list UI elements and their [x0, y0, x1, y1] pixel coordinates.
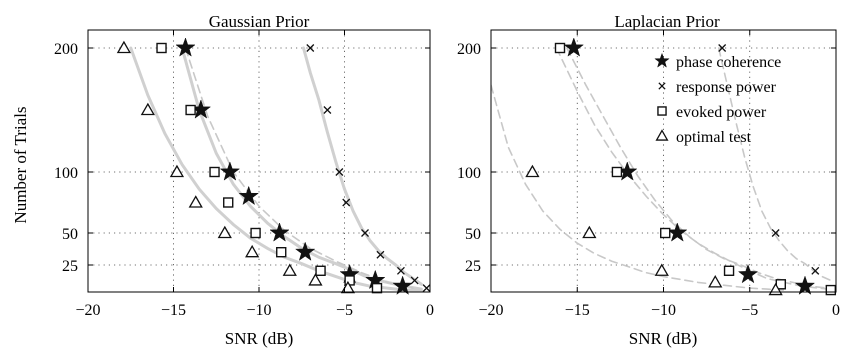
panel-laplacian: Laplacian Prior −20 −15 −10 −5 0 25 50 100 200 S…: [457, 12, 840, 348]
x-tick-label: −10: [246, 302, 271, 319]
marker-square: [611, 166, 623, 178]
fit-curve: [555, 47, 836, 291]
marker-star: [238, 185, 260, 206]
x-tick-label: −10: [651, 302, 676, 319]
marker-square: [554, 42, 566, 54]
y-tick-label: 100: [54, 165, 78, 182]
marker-x: [335, 168, 344, 176]
legend-marker-square: [657, 106, 667, 116]
marker-x: [718, 44, 727, 52]
marker-triangle: [140, 102, 155, 116]
marker-x: [410, 276, 419, 285]
marker-star: [392, 275, 413, 295]
marker-star: [667, 222, 688, 242]
marker-star: [269, 222, 290, 242]
marker-square: [723, 265, 735, 276]
marker-x: [811, 266, 820, 275]
marker-triangle: [308, 273, 323, 286]
marker-square: [185, 104, 196, 116]
marker-triangle: [282, 263, 297, 276]
legend-label: optimal test: [676, 129, 752, 146]
marker-square: [660, 227, 671, 239]
x-tick-label: 0: [426, 302, 434, 319]
marker-triangle: [654, 263, 669, 276]
x-tick-label: 0: [832, 302, 840, 319]
chart-title-laplacian: Laplacian Prior: [614, 12, 720, 31]
legend-label: response power: [676, 79, 777, 96]
legend: phase coherence response power evoked powe…: [654, 52, 781, 146]
marker-triangle: [245, 244, 260, 258]
marker-triangle: [525, 164, 540, 178]
y-tick-label: 50: [62, 226, 78, 243]
marker-square: [250, 227, 261, 239]
x-tick-label: −20: [75, 302, 100, 319]
legend-marker-triangle: [655, 129, 669, 141]
marker-x: [306, 44, 315, 52]
y-axis-label: Number of Trials: [11, 106, 30, 223]
legend-label: phase coherence: [676, 54, 781, 71]
marker-x: [323, 106, 332, 114]
legend-marker-star: [654, 52, 670, 68]
x-tick-label: −5: [336, 302, 353, 319]
marker-square: [276, 246, 287, 258]
fit-curve: [180, 46, 423, 291]
y-tick-label: 100: [457, 165, 481, 182]
marker-triangle: [188, 195, 203, 208]
x-axis-label-laplacian: SNR (dB): [629, 329, 697, 348]
markers-laplacian: [525, 37, 837, 296]
x-tick-label: −5: [741, 302, 758, 319]
y-tick-label: 50: [465, 226, 481, 243]
marker-star: [794, 275, 816, 295]
marker-x: [771, 229, 780, 237]
x-tick-label: −15: [161, 302, 186, 319]
grid-gaussian: [88, 30, 430, 292]
y-tick-label: 200: [457, 41, 481, 58]
legend-label: evoked power: [676, 104, 767, 121]
marker-star: [175, 37, 196, 57]
chart-title-gaussian: Gaussian Prior: [209, 12, 310, 31]
y-tick-label: 200: [54, 41, 78, 58]
y-tick-label: 25: [62, 258, 78, 275]
marker-x: [376, 250, 385, 259]
marker-triangle: [116, 40, 132, 54]
marker-square: [825, 284, 837, 296]
marker-x: [422, 284, 431, 293]
panel-gaussian: Gaussian Prior −20 −15 −10 −5 0 25 50 100 200 SN…: [11, 12, 434, 348]
legend-marker-x: [658, 82, 666, 90]
marker-square: [371, 282, 383, 294]
marker-x: [361, 229, 369, 237]
marker-x: [342, 198, 351, 207]
marker-star: [219, 161, 241, 181]
fit-curve: [302, 46, 423, 286]
y-tick-label: 25: [465, 258, 481, 275]
x-tick-label: −15: [565, 302, 590, 319]
marker-star: [294, 241, 316, 261]
marker-x: [396, 266, 405, 275]
marker-triangle: [582, 225, 597, 239]
marker-triangle: [708, 275, 723, 288]
grid-laplacian: [491, 30, 836, 292]
fit-curve: [491, 84, 786, 291]
markers-gaussian: [116, 37, 431, 295]
ticks-laplacian: −20 −15 −10 −5 0 25 50 100 200: [457, 30, 840, 319]
marker-square: [223, 197, 234, 208]
x-axis-label-gaussian: SNR (dB): [225, 329, 293, 348]
x-tick-label: −20: [478, 302, 503, 319]
marker-triangle: [217, 225, 232, 239]
marker-square: [315, 265, 326, 276]
marker-star: [737, 263, 759, 284]
marker-triangle: [169, 164, 185, 178]
marker-square: [209, 166, 220, 178]
marker-square: [156, 42, 167, 54]
marker-star: [563, 37, 585, 57]
ticks-gaussian: −20 −15 −10 −5 0 25 50 100 200: [54, 30, 434, 319]
